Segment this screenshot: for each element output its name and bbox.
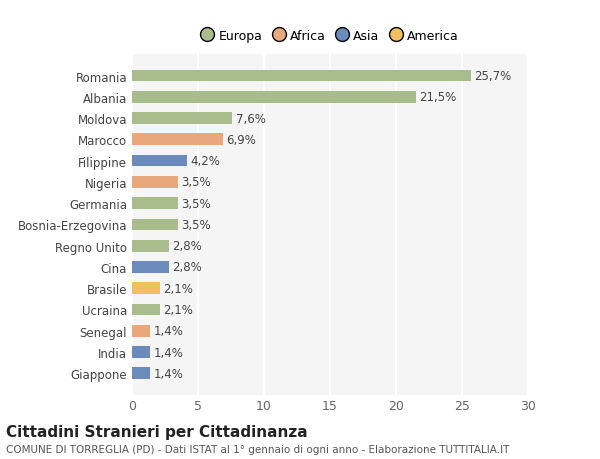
- Text: 3,5%: 3,5%: [182, 218, 211, 231]
- Text: COMUNE DI TORREGLIA (PD) - Dati ISTAT al 1° gennaio di ogni anno - Elaborazione : COMUNE DI TORREGLIA (PD) - Dati ISTAT al…: [6, 444, 509, 454]
- Bar: [132, 71, 471, 82]
- Bar: [132, 304, 160, 316]
- Bar: [132, 347, 151, 358]
- Bar: [132, 283, 160, 294]
- Text: 1,4%: 1,4%: [154, 346, 184, 359]
- Bar: [132, 262, 169, 273]
- Text: 2,8%: 2,8%: [172, 240, 202, 252]
- Legend: Europa, Africa, Asia, America: Europa, Africa, Asia, America: [199, 28, 461, 45]
- Text: 7,6%: 7,6%: [236, 112, 265, 125]
- Text: 3,5%: 3,5%: [182, 197, 211, 210]
- Bar: [132, 113, 232, 125]
- Bar: [132, 198, 178, 209]
- Text: 4,2%: 4,2%: [191, 155, 221, 168]
- Bar: [132, 177, 178, 188]
- Text: 21,5%: 21,5%: [419, 91, 457, 104]
- Text: 1,4%: 1,4%: [154, 367, 184, 380]
- Bar: [132, 219, 178, 231]
- Text: 2,8%: 2,8%: [172, 261, 202, 274]
- Bar: [132, 156, 187, 167]
- Bar: [132, 368, 151, 379]
- Text: 2,1%: 2,1%: [163, 303, 193, 316]
- Text: Cittadini Stranieri per Cittadinanza: Cittadini Stranieri per Cittadinanza: [6, 425, 308, 440]
- Text: 3,5%: 3,5%: [182, 176, 211, 189]
- Text: 2,1%: 2,1%: [163, 282, 193, 295]
- Text: 1,4%: 1,4%: [154, 325, 184, 337]
- Bar: [132, 92, 416, 103]
- Bar: [132, 241, 169, 252]
- Bar: [132, 134, 223, 146]
- Bar: [132, 325, 151, 337]
- Text: 6,9%: 6,9%: [226, 134, 256, 146]
- Text: 25,7%: 25,7%: [475, 70, 512, 83]
